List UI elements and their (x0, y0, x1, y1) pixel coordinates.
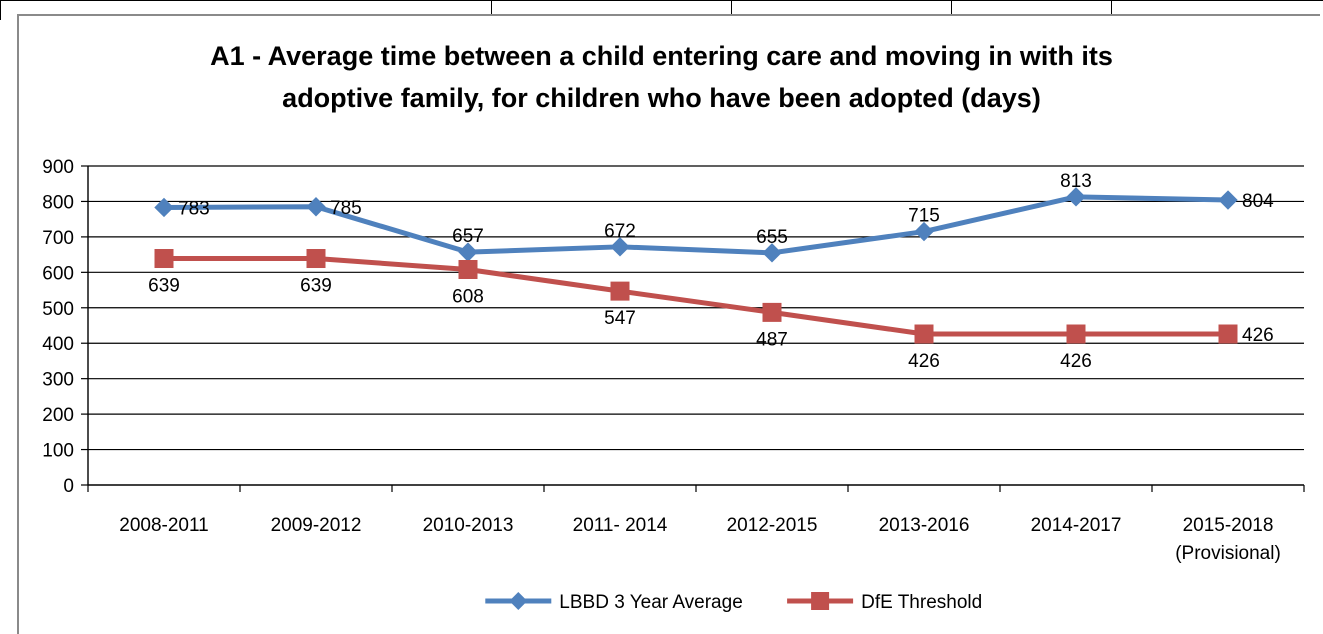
legend-label: DfE Threshold (861, 592, 982, 613)
data-point (1218, 324, 1238, 344)
table-cell (491, 1, 732, 21)
data-label: 672 (604, 221, 636, 242)
data-point (1066, 187, 1086, 207)
data-point (1066, 324, 1086, 344)
y-tick-label: 0 (63, 476, 74, 497)
table-cell (731, 1, 952, 21)
x-tick-label: 2012-2015 (727, 515, 818, 536)
background-table-row (0, 0, 1323, 21)
legend-marker (509, 592, 528, 610)
x-tick-label: 2013-2016 (879, 515, 970, 536)
chart-title-line-2: adoptive family, for children who have b… (282, 83, 1041, 113)
y-tick-label: 600 (42, 263, 74, 284)
chart-title-line-1: A1 - Average time between a child enteri… (210, 41, 1113, 71)
data-label: 804 (1242, 191, 1274, 212)
chart-area (17, 14, 1320, 634)
data-point (154, 197, 174, 218)
data-label: 783 (178, 198, 210, 219)
line-chart: 0 100 200 300 400 500 600 700 800 900 2008-2011 200… (42, 157, 1305, 613)
x-tick-label: 2015-2018 (1183, 515, 1274, 536)
y-tick-label: 400 (42, 334, 74, 355)
y-tick-label: 200 (42, 405, 74, 426)
data-point (610, 281, 630, 301)
data-label: 785 (330, 198, 362, 219)
data-point (306, 249, 326, 269)
data-point (458, 259, 478, 279)
legend-marker (811, 592, 830, 610)
data-point (914, 324, 934, 344)
data-label: 547 (604, 308, 636, 329)
data-label: 426 (1060, 351, 1092, 372)
data-label: 715 (908, 206, 940, 227)
series-line-0 (163, 194, 1229, 256)
data-point (1218, 190, 1238, 210)
x-tick-label: 2011- 2014 (573, 515, 668, 536)
y-tick-label: 500 (42, 299, 74, 320)
series-line-1 (164, 256, 1228, 337)
data-label: 813 (1060, 171, 1092, 192)
data-point (762, 243, 782, 263)
data-label: 655 (756, 227, 788, 248)
data-label: 426 (908, 351, 940, 372)
data-label: 426 (1242, 325, 1274, 346)
x-tick-label: (Provisional) (1175, 543, 1281, 564)
data-label: 608 (452, 286, 484, 307)
x-tick-label: 2009-2012 (271, 515, 362, 536)
y-tick-label: 100 (42, 441, 74, 462)
x-tick-label: 2014-2017 (1031, 515, 1122, 536)
y-tick-label: 300 (42, 370, 74, 391)
data-point (306, 197, 326, 217)
table-cell (1, 1, 492, 21)
data-point (914, 221, 934, 242)
x-tick-label: 2008-2011 (119, 515, 208, 536)
data-point (610, 237, 630, 257)
data-point (762, 302, 782, 322)
table-cell (951, 1, 1112, 21)
y-tick-label: 900 (42, 157, 74, 178)
x-tick-label: 2010-2013 (423, 515, 514, 536)
data-point (154, 249, 174, 269)
data-label: 639 (148, 276, 180, 297)
legend-label: LBBD 3 Year Average (559, 592, 742, 613)
y-tick-label: 700 (42, 228, 74, 249)
data-label: 487 (756, 329, 788, 350)
data-label: 639 (300, 276, 332, 297)
data-label: 657 (452, 226, 484, 247)
y-tick-label: 800 (42, 192, 74, 213)
